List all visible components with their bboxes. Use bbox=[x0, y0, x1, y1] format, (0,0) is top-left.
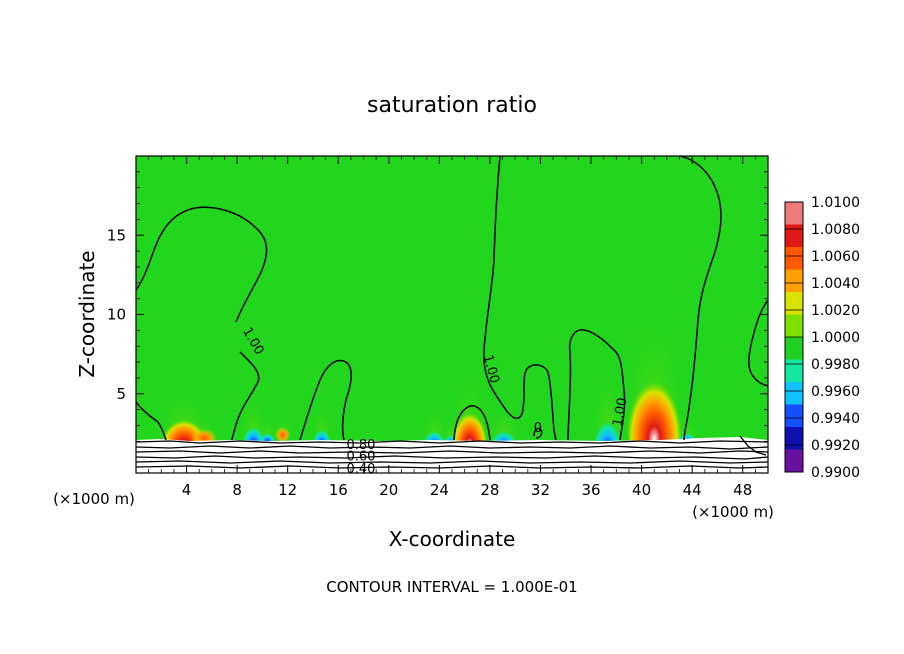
colorbar-label-6: 0.9980 bbox=[811, 357, 860, 373]
colorbar-label-5: 1.0000 bbox=[811, 330, 860, 346]
x-tick-label-0: 4 bbox=[182, 481, 192, 499]
x-axis-ticks: 4 8 12 16 20 24 28 32 36 40 44 48 bbox=[148, 156, 756, 499]
x-tick-label-7: 32 bbox=[531, 481, 550, 499]
colorbar-swatch-0 bbox=[785, 202, 803, 225]
hotspot-2 bbox=[275, 425, 291, 442]
colorbar-swatch-4 bbox=[785, 292, 803, 315]
contour-label-5: 0.60 bbox=[347, 449, 376, 464]
colorbar-label-10: 0.9900 bbox=[811, 465, 860, 481]
contour-lines bbox=[136, 156, 768, 441]
y-axis-label: Z-coordinate bbox=[75, 250, 99, 377]
colorbar-swatch-8 bbox=[785, 382, 803, 405]
x-axis-unit-left: (×1000 m) bbox=[53, 490, 135, 508]
x-axis-unit-right: (×1000 m) bbox=[692, 503, 774, 521]
colorbar-swatch-3 bbox=[785, 269, 803, 293]
colorbar-label-1: 1.0080 bbox=[811, 222, 860, 238]
colorbar-swatch-7 bbox=[785, 359, 803, 383]
ground-contours bbox=[136, 435, 768, 469]
x-tick-label-10: 44 bbox=[683, 481, 702, 499]
contour-label-3: 0 bbox=[534, 421, 542, 436]
colorbar-label-0: 1.0100 bbox=[811, 195, 860, 211]
x-tick-label-11: 48 bbox=[733, 481, 752, 499]
x-tick-label-1: 8 bbox=[232, 481, 242, 499]
colorbar-label-7: 0.9960 bbox=[811, 384, 860, 400]
x-tick-label-3: 16 bbox=[329, 481, 348, 499]
colorbar-swatch-11 bbox=[785, 449, 803, 473]
colorbar-swatch-9 bbox=[785, 404, 803, 428]
colorbar-label-4: 1.0020 bbox=[811, 303, 860, 319]
y-axis-ticks: 5 10 15 bbox=[107, 171, 768, 458]
colorbar-swatch-6 bbox=[785, 337, 803, 360]
colorbar-swatch-1 bbox=[785, 224, 803, 248]
colorbar-label-9: 0.9920 bbox=[811, 438, 860, 454]
y-tick-label-0: 5 bbox=[116, 385, 126, 403]
plot-area: 1.001.001.0000.800.600.40 bbox=[136, 156, 768, 477]
x-tick-label-2: 12 bbox=[278, 481, 297, 499]
colorbar-label-3: 1.0040 bbox=[811, 276, 860, 292]
y-tick-label-1: 10 bbox=[107, 306, 126, 324]
contour-labels: 1.001.001.0000.800.600.40 bbox=[239, 325, 631, 477]
x-tick-label-5: 24 bbox=[430, 481, 449, 499]
x-axis-label: X-coordinate bbox=[389, 527, 516, 551]
x-tick-label-6: 28 bbox=[480, 481, 499, 499]
contour-label-2: 1.00 bbox=[611, 397, 631, 428]
x-tick-label-4: 20 bbox=[379, 481, 398, 499]
footer-contour-interval: CONTOUR INTERVAL = 1.000E-01 bbox=[326, 578, 577, 596]
contour-label-4: 0.80 bbox=[347, 438, 376, 453]
colorbar-swatch-2 bbox=[785, 247, 803, 270]
colorbar: 1.0100 1.0080 1.0060 1.0040 1.0020 1.0000 0.99… bbox=[784, 195, 860, 481]
chart-title: saturation ratio bbox=[367, 93, 537, 118]
colorbar-label-2: 1.0060 bbox=[811, 249, 860, 265]
colorbar-swatch-5 bbox=[785, 314, 803, 338]
colorbar-swatch-10 bbox=[785, 427, 803, 450]
colorbar-label-8: 0.9940 bbox=[811, 411, 860, 427]
contour-label-6: 0.40 bbox=[347, 462, 376, 477]
x-tick-label-9: 40 bbox=[632, 481, 651, 499]
x-tick-label-8: 36 bbox=[581, 481, 600, 499]
y-tick-label-2: 15 bbox=[107, 226, 126, 244]
contour-label-1: 1.00 bbox=[480, 353, 502, 385]
